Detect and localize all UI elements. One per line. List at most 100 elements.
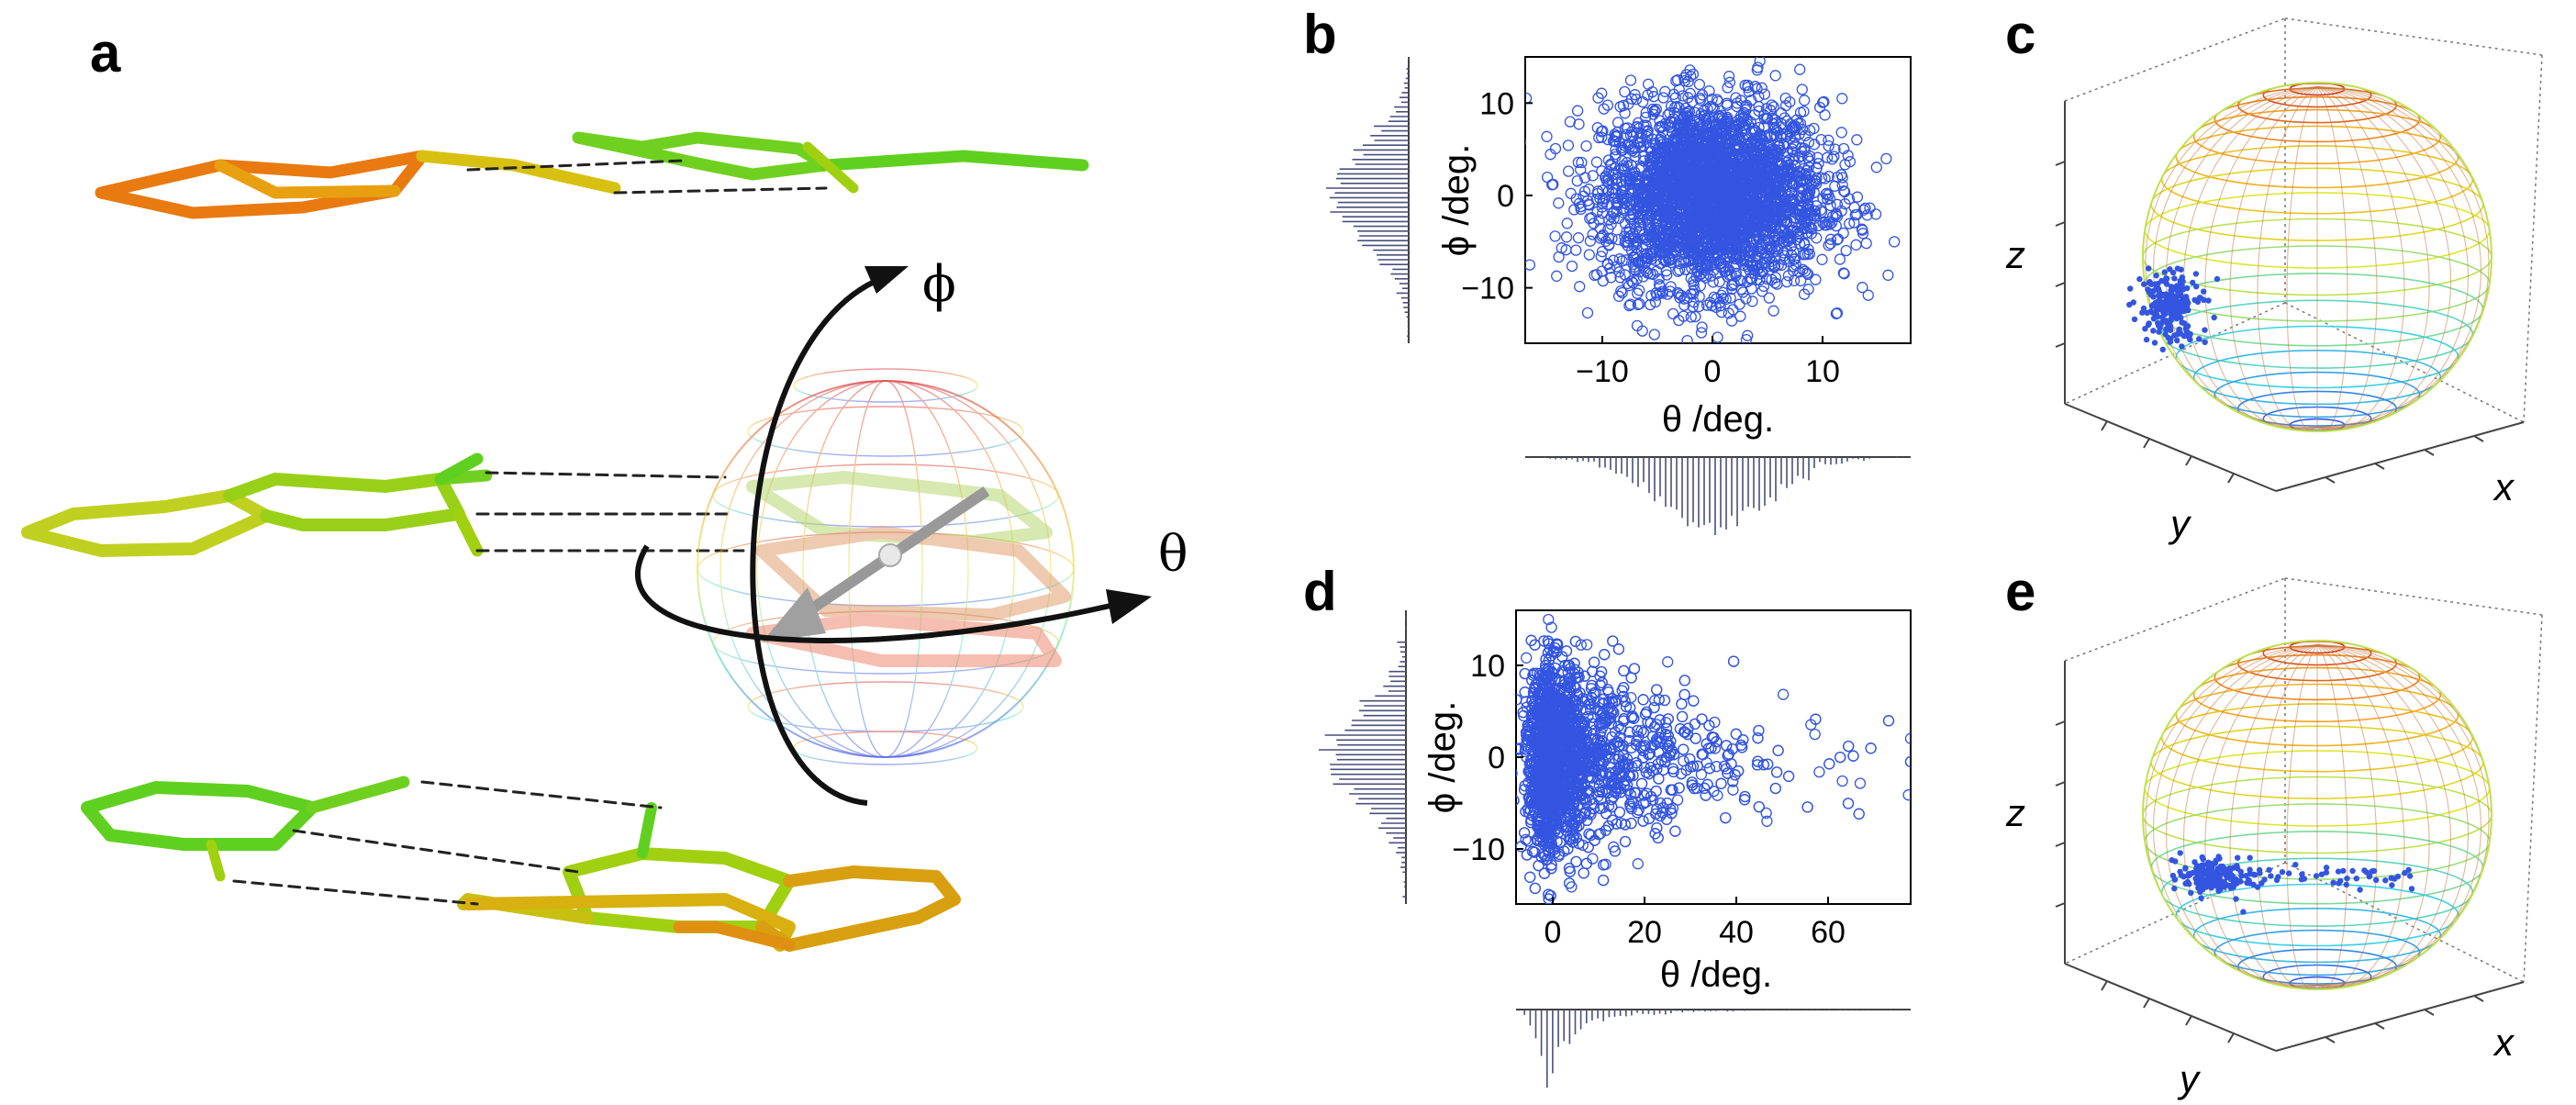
scatter-point	[1703, 162, 1715, 174]
scatter-point	[1560, 231, 1573, 243]
scatter-point	[1704, 270, 1717, 282]
scatter-point	[1756, 265, 1768, 278]
scatter-point	[1608, 212, 1620, 225]
scatter-point	[1687, 300, 1699, 313]
scatter-point	[1842, 150, 1854, 162]
scatter-point	[1575, 203, 1587, 216]
scatter-point	[1823, 134, 1834, 146]
scatter-point	[1597, 125, 1609, 137]
scatter-point	[1784, 95, 1796, 108]
panel-label-a: a	[90, 22, 121, 84]
scatter-point	[1617, 99, 1630, 112]
scatter-point	[1785, 226, 1797, 238]
scatter-point	[1776, 117, 1788, 130]
scatter-point	[1607, 254, 1620, 266]
scatter-point	[1680, 107, 1693, 119]
scatter-point	[1823, 171, 1834, 183]
scatter-point	[1653, 229, 1666, 242]
scatter-point	[1815, 133, 1827, 146]
scatter-point	[1781, 201, 1793, 214]
scatter-point	[1598, 103, 1610, 115]
scatter-point	[1859, 202, 1871, 215]
scatter-point	[1824, 238, 1836, 250]
scatter-point	[1581, 307, 1594, 319]
scatter-point	[1678, 110, 1690, 123]
scatter-point	[1823, 193, 1836, 205]
scatter-point	[1635, 128, 1647, 140]
scatter-point	[1749, 81, 1761, 93]
scatter-point	[1782, 270, 1795, 282]
scatter-point	[1723, 71, 1735, 83]
scatter-point	[1596, 87, 1608, 99]
scatter-point	[1727, 25, 1737, 35]
scatter-point	[1643, 235, 1656, 248]
scatter-point	[1545, 576, 1556, 586]
scatter-point	[1693, 78, 1706, 91]
scatter-point	[1757, 280, 1770, 293]
theta-symbol: θ	[1158, 525, 1188, 583]
scatter-point	[1624, 74, 1637, 86]
scatter-point	[1710, 234, 1722, 246]
scatter-point	[1718, 214, 1730, 227]
scatter-point	[1667, 229, 1680, 241]
scatter-point	[1810, 273, 1822, 285]
scatter-point	[1902, 789, 1911, 801]
scatter-point	[1703, 85, 1715, 97]
scatter-point	[1793, 238, 1806, 250]
scatter-point	[1561, 218, 1573, 229]
scatter-point	[1701, 113, 1712, 125]
scatter-point	[1803, 248, 1816, 260]
scatter-point	[1851, 191, 1864, 203]
scatter-point	[1616, 286, 1628, 299]
scatter-point	[1727, 211, 1740, 223]
scatter-point	[1691, 253, 1703, 265]
scatter-point	[1857, 224, 1868, 236]
scatter-point	[1728, 182, 1740, 195]
scatter-point	[1803, 190, 1815, 202]
scatter-point	[1745, 161, 1757, 173]
scatter-point	[1764, 243, 1776, 255]
scatter-point	[1616, 193, 1629, 205]
scatter-point	[1624, 298, 1636, 310]
scatter-point	[1769, 243, 1781, 255]
scatter-point	[1702, 204, 1714, 216]
scatter-point	[1615, 285, 1627, 297]
scatter-point	[1610, 144, 1622, 156]
scatter-point	[1647, 173, 1660, 184]
scatter-point	[1784, 132, 1796, 144]
scatter-point	[1678, 72, 1690, 84]
scatter-point	[1801, 151, 1813, 164]
scatter-point	[1600, 174, 1613, 187]
ylabel-b: ϕ /deg.	[1436, 144, 1477, 256]
scatter-point	[1831, 307, 1844, 319]
scatter-point	[1641, 130, 1653, 143]
scatter-point	[1810, 175, 1822, 187]
x-tick-label: 10	[1805, 354, 1840, 389]
scatter-point	[1716, 161, 1728, 173]
scatter-point	[1831, 198, 1844, 210]
scatter-point	[1740, 293, 1752, 305]
scatter-point	[1735, 117, 1747, 128]
scatter-point	[1711, 218, 1723, 229]
scatter-point	[1880, 152, 1892, 165]
scatter-point	[1701, 242, 1713, 254]
scatter-point	[1840, 244, 1852, 257]
scatter-point	[1685, 70, 1697, 83]
scatter-point	[1662, 223, 1674, 235]
scatter-point	[1770, 204, 1782, 216]
scatter-point	[1694, 147, 1706, 159]
scatter-point	[1611, 126, 1623, 138]
scatter-point	[1794, 210, 1807, 223]
scatter-point	[1640, 106, 1652, 118]
scatter-point	[1766, 112, 1779, 125]
scatter-point	[1610, 168, 1622, 181]
scatter-point	[1681, 334, 1693, 343]
scatter-point	[1694, 94, 1707, 106]
scatter-point	[1641, 136, 1653, 149]
scatter-point	[1829, 143, 1841, 155]
scatter-point	[1781, 115, 1793, 128]
scatter-point	[1597, 229, 1610, 241]
scatter-point	[1750, 183, 1763, 195]
panel-a: a	[21, 22, 1188, 952]
scatter-point	[1661, 151, 1673, 163]
